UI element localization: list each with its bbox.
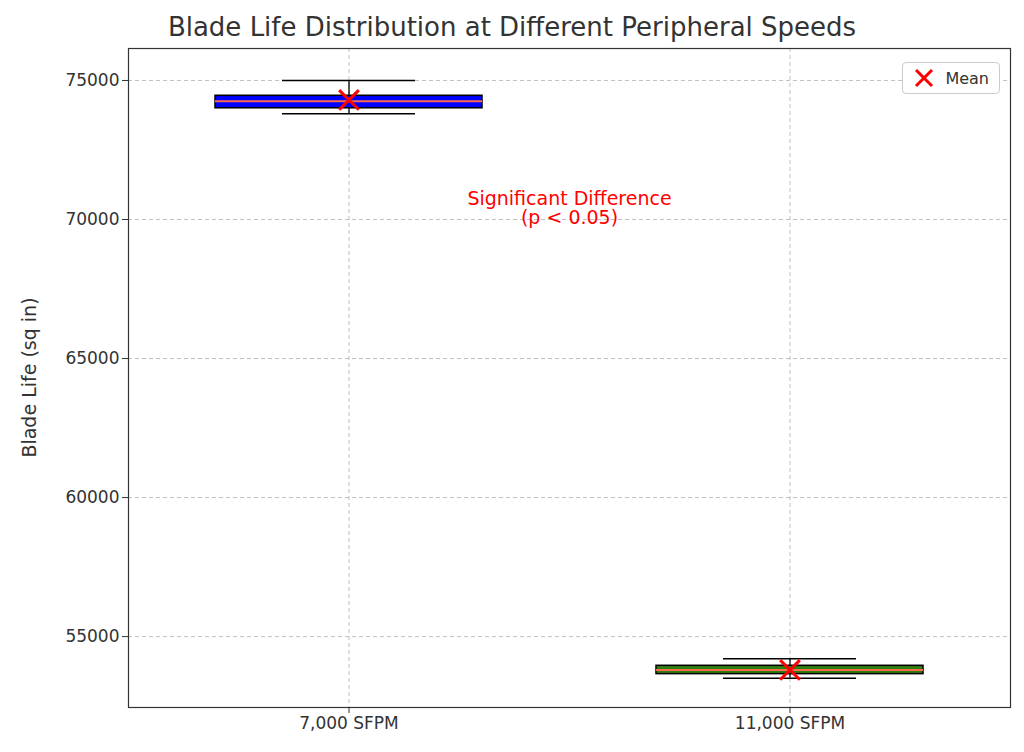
svg-text:70000: 70000 xyxy=(65,209,119,229)
html-text:Mean: Mean xyxy=(945,68,989,88)
svg-text:Significant Difference(p < 0.0: Significant Difference(p < 0.05) xyxy=(467,187,671,228)
svg-text:7,000 SFPM: 7,000 SFPM xyxy=(299,713,399,733)
svg-text:65000: 65000 xyxy=(65,348,119,368)
svg-text:60000: 60000 xyxy=(65,487,119,507)
svg-text:75000: 75000 xyxy=(65,70,119,90)
svg-text:55000: 55000 xyxy=(65,626,119,646)
svg-text:Blade Life (sq in): Blade Life (sq in) xyxy=(18,297,40,457)
svg-text:11,000 SFPM: 11,000 SFPM xyxy=(735,713,845,733)
html-text:Blade Life Distribution at Dif: Blade Life Distribution at Different Per… xyxy=(167,12,857,42)
